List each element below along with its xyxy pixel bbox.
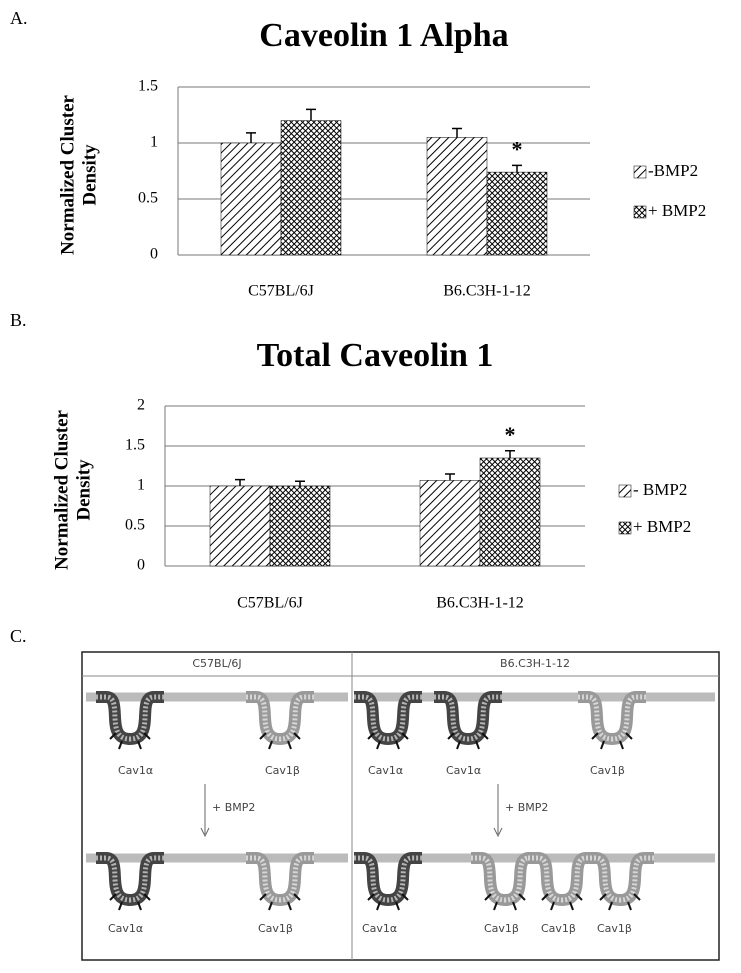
label: Cav1α [368, 764, 403, 777]
arrow-label: + BMP2 [505, 801, 548, 814]
arrow-head [200, 827, 210, 838]
label: Cav1β [597, 922, 632, 935]
bar [280, 120, 342, 256]
panel-label: B. [10, 310, 27, 330]
panel-label: A. [10, 8, 28, 28]
y-axis-label: Density [79, 144, 100, 206]
bar [486, 171, 548, 256]
legend-label: + BMP2 [648, 201, 706, 220]
y-axis-label: Density [73, 459, 94, 521]
panel-label: C. [10, 626, 27, 646]
label: Cav1β [590, 764, 625, 777]
annotation: * [505, 422, 516, 447]
label: Cav1α [446, 764, 481, 777]
error-bar [452, 127, 462, 138]
bar [209, 485, 271, 567]
y-axis-label: Normalized Cluster [57, 95, 78, 255]
arrow-head [493, 827, 503, 838]
legend-label: -BMP2 [648, 161, 698, 180]
error-bar [306, 108, 316, 121]
label: Cav1β [265, 764, 300, 777]
y-tick-label: 1.5 [125, 437, 145, 454]
legend-label: + BMP2 [633, 517, 691, 536]
chart-title: Caveolin 1 Alpha [259, 17, 508, 54]
bar [426, 137, 488, 256]
bar [269, 485, 331, 567]
panel-header: C57BL/6J [192, 657, 241, 670]
legend-swatch [633, 205, 647, 219]
label: Cav1α [118, 764, 153, 777]
bar [479, 457, 541, 567]
x-tick-label: C57BL/6J [248, 283, 314, 300]
diagram: C57BL/6J B6.C3H-1-12 Cav1α Cav1β + BMP2 … [81, 651, 720, 961]
label: Cav1β [258, 922, 293, 935]
legend-swatch [618, 521, 632, 535]
y-tick-label: 1 [150, 134, 158, 151]
label: Cav1β [541, 922, 576, 935]
y-tick-label: 2 [137, 397, 145, 414]
y-tick-label: 0 [137, 557, 145, 574]
bar [220, 142, 282, 256]
label: Cav1α [362, 922, 397, 935]
annotation: * [512, 136, 523, 161]
y-tick-label: 1.5 [138, 78, 158, 95]
y-tick-label: 1 [137, 477, 145, 494]
error-bar [295, 480, 305, 486]
chart-title: Total Caveolin 1 [257, 337, 494, 374]
label: Cav1α [108, 922, 143, 935]
y-tick-label: 0.5 [138, 190, 158, 207]
panel-header: B6.C3H-1-12 [500, 657, 570, 670]
error-bar [445, 473, 455, 481]
legend-swatch [633, 165, 647, 179]
label: Cav1β [484, 922, 519, 935]
legend-label: - BMP2 [633, 480, 687, 499]
x-tick-label: B6.C3H-1-12 [443, 283, 531, 300]
legend-swatch [618, 484, 632, 498]
error-bar [512, 164, 522, 173]
bar [419, 480, 481, 567]
error-bar [246, 132, 256, 143]
error-bar [505, 450, 515, 458]
arrow-label: + BMP2 [212, 801, 255, 814]
y-tick-label: 0.5 [125, 517, 145, 534]
x-tick-label: B6.C3H-1-12 [436, 595, 524, 612]
error-bar [235, 478, 245, 486]
y-axis-label: Normalized Cluster [51, 410, 72, 570]
x-tick-label: C57BL/6J [237, 595, 303, 612]
y-tick-label: 0 [150, 246, 158, 263]
